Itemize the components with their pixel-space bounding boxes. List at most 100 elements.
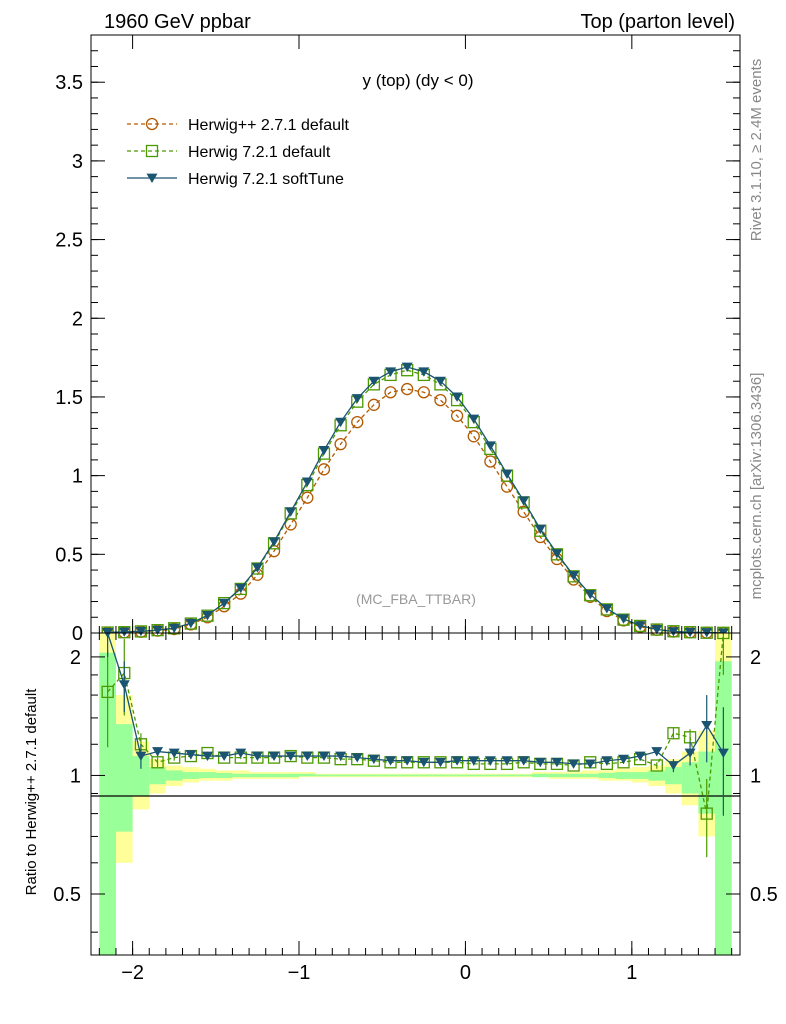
uncertainty-band-bin bbox=[315, 774, 333, 777]
ratio-data-point bbox=[418, 757, 430, 768]
main-y-tick-label: 1 bbox=[72, 466, 83, 488]
ratio-data-point bbox=[584, 759, 596, 769]
uncertainty-band-bin bbox=[132, 756, 150, 796]
ratio-data-point bbox=[168, 748, 180, 758]
uncertainty-band-bin bbox=[465, 774, 483, 777]
legend-marker bbox=[146, 173, 158, 183]
uncertainty-band-bin bbox=[182, 772, 200, 779]
header-left-label: 1960 GeV ppbar bbox=[104, 11, 251, 33]
ratio-data-point bbox=[201, 751, 213, 762]
uncertainty-band-bin bbox=[199, 772, 216, 779]
main-y-tick-label: 2.5 bbox=[55, 230, 83, 252]
ratio-x-tick-label: −2 bbox=[121, 962, 144, 984]
data-point bbox=[334, 438, 347, 451]
data-point bbox=[634, 621, 646, 631]
data-point bbox=[617, 613, 630, 626]
uncertainty-band-bin bbox=[648, 770, 666, 781]
main-axes: 0 0.5 1 1.5 2 2.5 3 3.5 bbox=[55, 35, 740, 645]
ratio-data-point bbox=[401, 756, 413, 766]
mcplots-source-label: mcplots.cern.ch [arXiv:1306.3436] bbox=[748, 373, 765, 600]
data-point bbox=[234, 582, 247, 596]
header-right-label: Top (parton level) bbox=[580, 11, 735, 33]
data-point bbox=[168, 623, 180, 634]
ratio-data-point bbox=[285, 751, 297, 762]
legend-label: Herwig++ 2.7.1 default bbox=[188, 117, 350, 134]
data-point bbox=[567, 570, 580, 583]
main-y-tick-label: 0 bbox=[72, 623, 83, 645]
ratio-data-point bbox=[135, 751, 147, 762]
ratio-data-point bbox=[534, 757, 546, 768]
ratio-data-point bbox=[434, 757, 446, 768]
ratio-data-point bbox=[385, 756, 397, 766]
ratio-data-point bbox=[717, 748, 729, 758]
data-point bbox=[434, 376, 446, 387]
data-point bbox=[317, 463, 331, 476]
uncertainty-band-bin bbox=[598, 772, 616, 779]
data-point bbox=[551, 549, 563, 559]
data-point bbox=[118, 627, 130, 637]
uncertainty-band-bin bbox=[482, 774, 499, 777]
uncertainty-band-bin bbox=[515, 774, 532, 777]
uncertainty-band-bin bbox=[382, 774, 399, 777]
data-point bbox=[384, 386, 397, 399]
ratio-y-axis-label: Ratio to Herwig++ 2.7.1 default bbox=[23, 688, 40, 896]
ratio-data-point bbox=[484, 756, 496, 766]
ratio-data-point bbox=[368, 754, 380, 765]
ratio-y-tick-label: 1 bbox=[70, 765, 81, 787]
ratio-data-point bbox=[700, 807, 713, 820]
ratio-data-point bbox=[667, 761, 679, 771]
ratio-data-point bbox=[268, 751, 280, 762]
ratio-data-point bbox=[651, 747, 663, 757]
data-point bbox=[268, 537, 280, 547]
data-point bbox=[417, 386, 430, 399]
ratio-y-tick-label: 2 bbox=[70, 647, 81, 669]
ratio-data-point bbox=[501, 756, 513, 766]
uncertainty-band-bin bbox=[365, 774, 383, 777]
ratio-data-point bbox=[667, 727, 680, 740]
data-point bbox=[185, 618, 197, 629]
data-point bbox=[451, 392, 463, 402]
data-point bbox=[600, 603, 614, 616]
data-point bbox=[484, 455, 497, 468]
ratio-x-tick-label: 0 bbox=[460, 962, 471, 984]
data-point bbox=[484, 441, 496, 451]
ratio-y-tick-label-right: 1 bbox=[750, 765, 761, 787]
main-y-tick-label: 3.5 bbox=[55, 72, 83, 94]
uncertainty-band-bin bbox=[548, 773, 566, 778]
ratio-data-point bbox=[618, 754, 630, 765]
uncertainty-band-bin bbox=[631, 772, 649, 779]
data-point bbox=[518, 496, 530, 506]
data-point bbox=[401, 382, 414, 396]
data-point bbox=[618, 614, 630, 624]
ratio-data-point bbox=[152, 747, 164, 757]
ratio-data-point bbox=[118, 680, 130, 690]
legend-marker bbox=[145, 117, 159, 131]
ratio-y-tick-label: 0.5 bbox=[53, 884, 81, 906]
ratio-data-point bbox=[218, 751, 230, 762]
uncertainty-band-bin bbox=[99, 652, 116, 955]
data-point bbox=[351, 394, 363, 404]
ratio-y-tick-label-right: 2 bbox=[750, 647, 761, 669]
uncertainty-band-bin bbox=[415, 774, 433, 777]
main-y-tick-label: 1.5 bbox=[55, 387, 83, 409]
data-point bbox=[285, 507, 297, 517]
data-point bbox=[201, 609, 214, 622]
ratio-data-point bbox=[351, 753, 363, 763]
main-panel: 0 0.5 1 1.5 2 2.5 3 3.5 y (top) (dy < 0) (MC_FB… bbox=[55, 34, 741, 645]
uncertainty-band-bin bbox=[531, 773, 549, 778]
ratio-data-point bbox=[684, 748, 696, 758]
ratio-panel: −2 −1 0 1 0.5 0.5 1 1 2 2 Ratio to Herwig++ 2.7.1… bbox=[23, 626, 778, 984]
uncertainty-band-bin bbox=[565, 773, 582, 778]
data-point bbox=[467, 430, 480, 443]
ratio-data-point bbox=[634, 751, 646, 762]
data-point bbox=[251, 563, 263, 573]
data-point bbox=[351, 415, 364, 429]
ratio-data-point bbox=[101, 685, 114, 699]
main-y-tick-label: 0.5 bbox=[55, 544, 83, 566]
data-point bbox=[367, 398, 381, 411]
ratio-data-point bbox=[301, 751, 313, 762]
ratio-axes: −2 −1 0 1 0.5 0.5 1 1 2 2 bbox=[53, 633, 778, 984]
data-point bbox=[651, 624, 663, 635]
data-point bbox=[568, 571, 580, 581]
